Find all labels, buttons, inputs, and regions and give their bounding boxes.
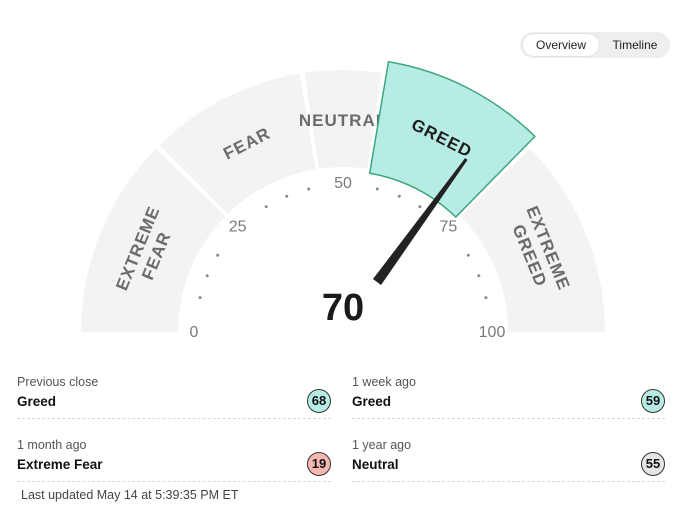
history-rating: Greed bbox=[352, 394, 392, 409]
gauge-center-disc bbox=[291, 280, 395, 360]
history-rating: Neutral bbox=[352, 457, 399, 472]
tick-label-0: 0 bbox=[190, 324, 199, 341]
scale-dot bbox=[307, 187, 311, 191]
tick-label-50: 50 bbox=[334, 175, 352, 192]
gauge-needle bbox=[372, 158, 468, 285]
history-rating: Greed bbox=[17, 394, 57, 409]
scale-dot bbox=[466, 253, 470, 257]
scale-dot bbox=[477, 274, 481, 278]
history-label: 1 year ago bbox=[352, 438, 412, 452]
scale-dot bbox=[216, 253, 220, 257]
history-1-week-ago: 1 week ago Greed 59 bbox=[352, 375, 665, 419]
segment-label-neutral: NEUTRAL bbox=[299, 111, 387, 130]
scale-dot bbox=[285, 194, 289, 198]
scale-dot bbox=[418, 205, 422, 209]
scale-dot bbox=[484, 296, 488, 300]
history-previous-close: Previous close Greed 68 bbox=[17, 375, 331, 419]
history-rating: Extreme Fear bbox=[17, 457, 103, 472]
history-1-year-ago: 1 year ago Neutral 55 bbox=[352, 438, 665, 482]
segment-fear bbox=[159, 73, 316, 215]
segment-extreme-greed bbox=[460, 148, 605, 332]
gauge-value: 70 bbox=[322, 287, 364, 329]
scale-dot bbox=[198, 296, 202, 300]
gauge-tick-labels: 0 25 50 75 100 bbox=[190, 175, 506, 341]
segment-extreme-fear bbox=[81, 148, 226, 332]
tick-label-75: 75 bbox=[439, 219, 457, 236]
history-label: 1 week ago bbox=[352, 375, 416, 389]
tick-label-100: 100 bbox=[479, 324, 506, 341]
scale-dot bbox=[397, 194, 401, 198]
segment-neutral bbox=[304, 70, 382, 169]
history-score-badge: 55 bbox=[641, 452, 665, 476]
last-updated-text: Last updated May 14 at 5:39:35 PM ET bbox=[21, 488, 239, 502]
tick-label-25: 25 bbox=[229, 219, 247, 236]
history-label: 1 month ago bbox=[17, 438, 87, 452]
scale-dot bbox=[205, 274, 209, 278]
history-score-badge: 19 bbox=[307, 452, 331, 476]
timeline-tab[interactable]: Timeline bbox=[612, 38, 658, 52]
segment-greed bbox=[368, 60, 536, 219]
history-score-badge: 59 bbox=[641, 389, 665, 413]
overview-tab[interactable]: Overview bbox=[523, 34, 599, 56]
view-toggle: Overview Timeline bbox=[520, 32, 670, 58]
scale-dot bbox=[264, 205, 268, 209]
gauge-scale-dots bbox=[198, 187, 488, 300]
history-label: Previous close bbox=[17, 375, 99, 389]
scale-dot bbox=[375, 187, 379, 191]
history-1-month-ago: 1 month ago Extreme Fear 19 bbox=[17, 438, 331, 482]
history-score-badge: 68 bbox=[307, 389, 331, 413]
